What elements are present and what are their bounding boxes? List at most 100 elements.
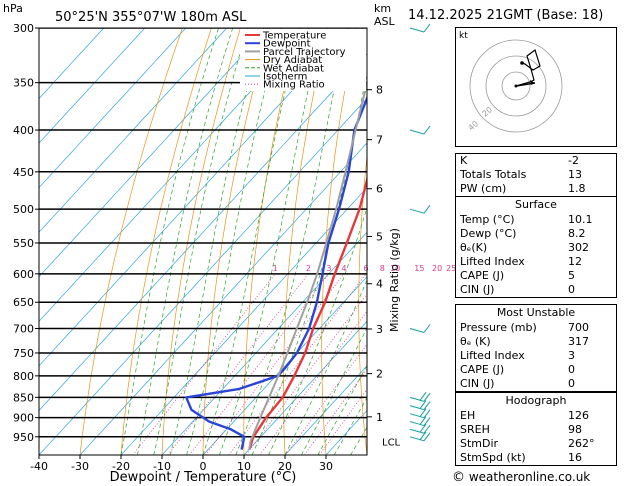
x-tick-label: -30	[71, 460, 89, 473]
param-value: 0	[568, 377, 575, 390]
surface-panel: Surface Temp (°C) 10.1 Dewp (°C) 8.2 θₑ(K) 30…	[455, 196, 617, 298]
wind-barb-flag	[423, 125, 431, 135]
param-value: -2	[568, 154, 579, 167]
lcl-label: LCL	[382, 437, 401, 448]
param-value: 10.1	[568, 213, 593, 226]
mixing-ratio-line	[228, 273, 367, 455]
isotherm-line	[325, 409, 367, 455]
wind-barb-shaft	[409, 436, 425, 442]
location-title: 50°25'N 355°07'W 180m ASL	[55, 10, 247, 25]
hodograph-frame	[455, 27, 617, 147]
param-value: 8.2	[568, 227, 586, 240]
param-value: 13	[568, 168, 582, 181]
axes: 3003504004505005506006507007508008509009…	[13, 22, 401, 473]
km-tick-label: 1	[376, 411, 383, 424]
legend-entry: Dry Adiabat	[263, 55, 322, 66]
legend-background	[240, 29, 366, 91]
wet-adiabat-line	[284, 279, 367, 455]
profile-series	[185, 79, 367, 450]
param-value: 98	[568, 423, 582, 436]
wind-barb-shaft	[409, 328, 425, 333]
param-row: CIN (J) 0	[456, 377, 616, 391]
km-tick-label: 2	[376, 368, 383, 381]
mixing-ratio-line	[318, 388, 367, 455]
wind-barb-flag	[419, 431, 427, 441]
isotherm-line	[39, 53, 367, 411]
wind-barb-flag	[423, 401, 431, 410]
legend-entry: Wet Adiabat	[263, 63, 324, 74]
param-key: Temp (°C)	[460, 213, 515, 226]
param-key: Lifted Index	[460, 255, 525, 268]
hodograph: kt 20 40	[455, 27, 617, 147]
param-key: PW (cm)	[460, 182, 507, 195]
wind-barb-flag	[423, 324, 431, 333]
wind-barb-shaft	[409, 208, 425, 214]
wind-barb-flag	[423, 432, 431, 442]
pressure-tick-label: 450	[13, 166, 34, 179]
wind-barb-shaft	[409, 428, 425, 434]
param-key: Lifted Index	[460, 349, 525, 362]
param-key: Totals Totals	[460, 168, 527, 181]
mixing-ratio-line	[304, 368, 367, 455]
param-key: CAPE (J)	[460, 269, 505, 282]
wet-adiabat-line	[120, 28, 219, 455]
mixing-ratio-line	[167, 273, 309, 455]
param-row: StmDir 262°	[456, 437, 616, 451]
isotherm-line	[243, 320, 367, 455]
indices-panel: K -2 Totals Totals 13 PW (cm) 1.8	[455, 153, 617, 197]
pressure-tick-label: 800	[13, 370, 34, 383]
parcel-trajectory-line	[248, 79, 367, 450]
hodograph-kt-label: kt	[459, 31, 468, 41]
km-tick-label: 6	[376, 183, 383, 196]
pressure-tick-label: 500	[13, 203, 34, 216]
dry-adiabat-line	[283, 28, 329, 455]
param-key: Dewp (°C)	[460, 227, 517, 240]
hodograph-ring	[469, 39, 563, 133]
param-key: Pressure (mb)	[460, 321, 537, 334]
isotherm-line	[39, 28, 228, 233]
km-unit-label: km	[374, 2, 391, 15]
isotherm-line	[39, 28, 269, 278]
x-tick-label: -20	[112, 460, 130, 473]
mixing-ratio-label: 15	[414, 264, 424, 273]
wind-barb-flag	[423, 393, 431, 402]
wind-barbs	[409, 23, 431, 442]
wind-barb-flag	[419, 423, 427, 433]
dry-adiabat-line	[429, 28, 449, 455]
footer: © weatheronline.co.uk	[452, 470, 590, 485]
isotherm-line	[39, 28, 310, 322]
param-key: K	[460, 154, 468, 167]
wet-adiabat-line	[333, 397, 367, 455]
x-tick-label: -10	[153, 460, 171, 473]
param-value: 126	[568, 409, 589, 422]
isotherm-line	[39, 28, 351, 367]
pressure-tick-label: 650	[13, 296, 34, 309]
param-value: 0	[568, 363, 575, 376]
param-key: CAPE (J)	[460, 363, 505, 376]
hodograph-panel-title: Hodograph	[505, 394, 567, 407]
footer-site[interactable]: weatheronline.co.uk	[468, 470, 591, 484]
pressure-tick-label: 750	[13, 347, 34, 360]
hodograph-trace	[515, 49, 541, 87]
pressure-tick-label: 600	[13, 268, 34, 281]
param-row: Totals Totals 13	[456, 168, 616, 182]
param-row: Dewp (°C) 8.2	[456, 227, 616, 241]
param-row: θₑ(K) 302	[456, 241, 616, 255]
datetime-title: 14.12.2025 21GMT (Base: 18)	[408, 8, 603, 23]
param-value: 12	[568, 255, 582, 268]
wet-adiabat-line	[301, 327, 367, 455]
mixing-ratio-label: 8	[380, 264, 385, 273]
param-row: CIN (J) 0	[456, 283, 616, 297]
mixing-ratio-label: 10	[390, 264, 400, 273]
param-key: StmSpd (kt)	[460, 451, 526, 464]
param-key: θₑ(K)	[460, 241, 488, 254]
isotherm-line	[79, 142, 367, 455]
wind-barb-flag	[423, 417, 431, 426]
asl-unit-label: ASL	[374, 15, 396, 28]
km-tick-label: 4	[376, 278, 383, 291]
wind-barb-flag	[423, 409, 431, 418]
km-tick-label: 5	[376, 230, 383, 243]
temperature-line	[248, 175, 367, 450]
